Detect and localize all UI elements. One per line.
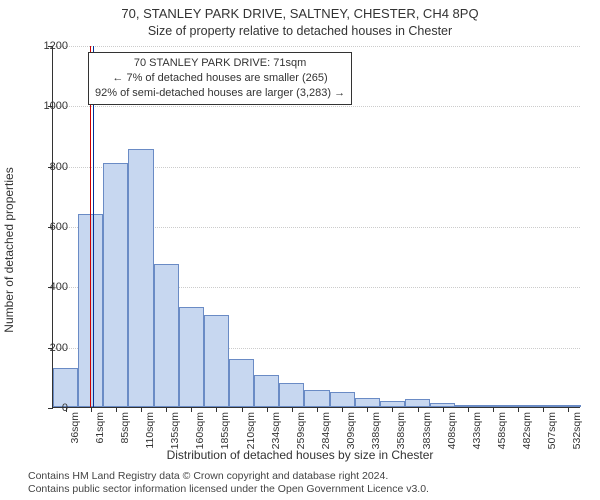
histogram-bar: [103, 163, 128, 407]
x-tick-label: 532sqm: [571, 412, 583, 449]
histogram-bar: [179, 307, 204, 407]
credits-line: Contains HM Land Registry data © Crown c…: [28, 470, 429, 483]
annotation-line: ← 7% of detached houses are smaller (265…: [95, 71, 345, 86]
x-tick-mark: [141, 407, 142, 412]
x-tick-mark: [443, 407, 444, 412]
histogram-bar: [229, 359, 254, 407]
x-tick-label: 185sqm: [219, 412, 231, 449]
grid-line: [53, 106, 580, 107]
x-tick-label: 383sqm: [421, 412, 433, 449]
chart-container: { "title": "70, STANLEY PARK DRIVE, SALT…: [0, 0, 600, 500]
x-tick-mark: [367, 407, 368, 412]
y-tick-label: 600: [28, 221, 68, 233]
x-tick-mark: [292, 407, 293, 412]
x-tick-label: 507sqm: [546, 412, 558, 449]
histogram-bar: [254, 375, 279, 407]
grid-line: [53, 46, 580, 47]
histogram-bar: [128, 149, 153, 407]
x-tick-mark: [267, 407, 268, 412]
x-tick-mark: [166, 407, 167, 412]
y-tick-label: 800: [28, 161, 68, 173]
chart-subtitle: Size of property relative to detached ho…: [0, 24, 600, 38]
x-tick-label: 110sqm: [144, 412, 156, 449]
histogram-bar: [154, 264, 179, 407]
x-tick-mark: [191, 407, 192, 412]
y-tick-label: 200: [28, 342, 68, 354]
x-tick-mark: [116, 407, 117, 412]
x-tick-label: 284sqm: [320, 412, 332, 449]
x-tick-mark: [568, 407, 569, 412]
x-tick-label: 36sqm: [69, 412, 81, 444]
x-tick-label: 210sqm: [245, 412, 257, 449]
x-tick-mark: [468, 407, 469, 412]
x-tick-label: 433sqm: [471, 412, 483, 449]
x-tick-label: 458sqm: [496, 412, 508, 449]
histogram-bar: [204, 315, 229, 407]
x-tick-mark: [342, 407, 343, 412]
chart-title: 70, STANLEY PARK DRIVE, SALTNEY, CHESTER…: [0, 6, 600, 21]
y-axis-label: Number of detached properties: [2, 85, 16, 250]
histogram-bar: [279, 383, 304, 407]
x-tick-label: 358sqm: [395, 412, 407, 449]
annotation-line: 70 STANLEY PARK DRIVE: 71sqm: [95, 56, 345, 71]
x-tick-label: 408sqm: [446, 412, 458, 449]
x-tick-label: 482sqm: [521, 412, 533, 449]
x-axis-label: Distribution of detached houses by size …: [0, 448, 600, 462]
x-tick-mark: [317, 407, 318, 412]
x-tick-mark: [91, 407, 92, 412]
x-tick-mark: [216, 407, 217, 412]
x-tick-label: 61sqm: [94, 412, 106, 444]
histogram-bar: [330, 392, 355, 407]
x-tick-label: 309sqm: [345, 412, 357, 449]
histogram-bar: [405, 399, 430, 407]
histogram-bar: [355, 398, 380, 407]
x-tick-label: 135sqm: [169, 412, 181, 449]
y-tick-label: 1000: [28, 100, 68, 112]
x-tick-mark: [392, 407, 393, 412]
x-tick-label: 234sqm: [270, 412, 282, 449]
credits-line: Contains public sector information licen…: [28, 483, 429, 496]
x-tick-mark: [242, 407, 243, 412]
x-tick-mark: [493, 407, 494, 412]
y-tick-label: 400: [28, 281, 68, 293]
annotation-line: 92% of semi-detached houses are larger (…: [95, 86, 345, 101]
x-tick-label: 160sqm: [194, 412, 206, 449]
y-tick-label: 0: [28, 402, 68, 414]
credits: Contains HM Land Registry data © Crown c…: [28, 470, 429, 496]
x-tick-label: 259sqm: [295, 412, 307, 449]
x-tick-label: 338sqm: [370, 412, 382, 449]
histogram-bar: [304, 390, 329, 407]
y-tick-label: 1200: [28, 40, 68, 52]
x-tick-label: 85sqm: [119, 412, 131, 444]
annotation-box: 70 STANLEY PARK DRIVE: 71sqm ← 7% of det…: [88, 52, 352, 105]
x-tick-mark: [418, 407, 419, 412]
x-tick-mark: [518, 407, 519, 412]
x-tick-mark: [543, 407, 544, 412]
